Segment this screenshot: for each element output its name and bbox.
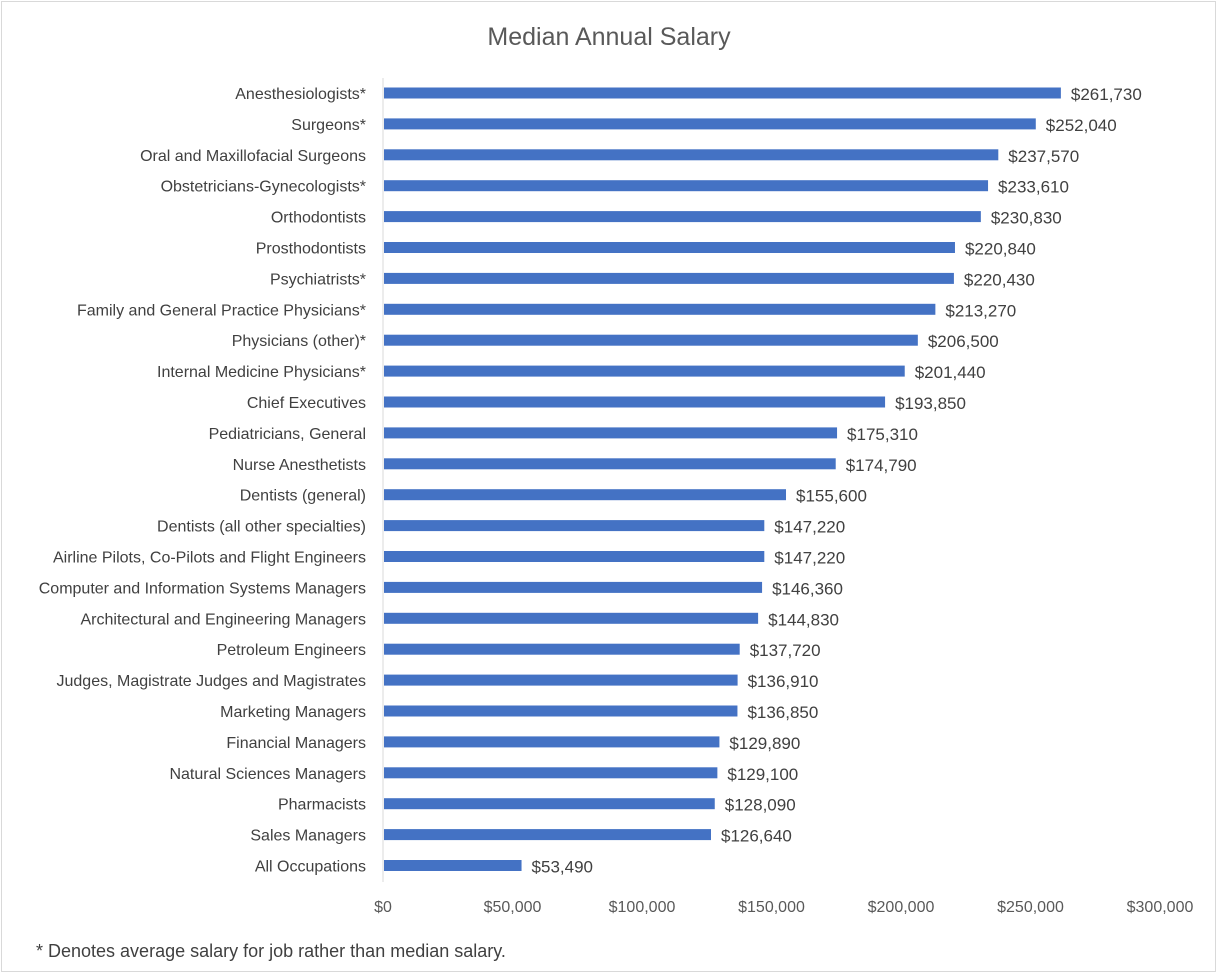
bar — [384, 829, 711, 841]
bar — [384, 118, 1036, 130]
x-tick-label: $300,000 — [1127, 899, 1194, 916]
category-label: Chief Executives — [247, 395, 366, 412]
category-label: Sales Managers — [250, 828, 366, 845]
x-tick-label: $250,000 — [997, 899, 1064, 916]
data-label: $174,790 — [846, 456, 917, 475]
data-label: $206,500 — [928, 332, 999, 351]
category-label: Prosthodontists — [256, 241, 366, 258]
x-axis-tick-labels: $0 $50,000 $100,000 $150,000 $200,000 $250,00… — [374, 899, 1193, 916]
bar — [384, 272, 954, 284]
data-label: $136,910 — [748, 672, 819, 691]
category-label: Dentists (all other specialties) — [157, 519, 366, 536]
data-label: $137,720 — [750, 641, 821, 660]
category-label: Psychiatrists* — [270, 271, 366, 288]
footnote: * Denotes average salary for job rather … — [36, 941, 506, 961]
data-labels: $261,730 $252,040 $237,570 $233,610 $230,830… — [532, 85, 1142, 877]
data-label: $193,850 — [895, 394, 966, 413]
bar — [384, 860, 522, 871]
category-label: All Occupations — [255, 859, 366, 876]
data-label: $261,730 — [1071, 85, 1142, 104]
bar — [384, 334, 918, 346]
bar — [384, 396, 886, 408]
data-label: $144,830 — [768, 610, 839, 629]
data-label: $128,090 — [725, 796, 796, 815]
bar — [384, 489, 787, 501]
data-label: $147,220 — [774, 549, 845, 568]
category-label: Judges, Magistrate Judges and Magistrate… — [57, 673, 367, 690]
data-label: $175,310 — [847, 425, 918, 444]
data-label: $147,220 — [774, 518, 845, 537]
category-label: Natural Sciences Managers — [169, 766, 366, 783]
bar — [384, 180, 989, 192]
bar — [384, 149, 999, 161]
category-label: Surgeons* — [291, 117, 366, 134]
bar — [384, 581, 763, 593]
bar — [384, 211, 981, 223]
data-label: $237,570 — [1008, 147, 1079, 166]
data-label: $220,840 — [965, 240, 1036, 259]
data-label: $129,100 — [727, 765, 798, 784]
category-label: Pediatricians, General — [209, 426, 366, 443]
bar — [384, 736, 720, 748]
data-label: $146,360 — [772, 579, 843, 598]
data-label: $155,600 — [796, 487, 867, 506]
category-label: Internal Medicine Physicians* — [157, 364, 366, 381]
category-label: Oral and Maxillofacial Surgeons — [140, 148, 366, 165]
bar — [384, 612, 759, 624]
category-label: Family and General Practice Physicians* — [77, 302, 366, 319]
data-label: $126,640 — [721, 827, 792, 846]
data-label: $53,490 — [532, 858, 593, 877]
category-label: Orthodontists — [271, 210, 366, 227]
x-tick-label: $100,000 — [609, 899, 676, 916]
category-labels: Anesthesiologists* Surgeons* Oral and Maxi… — [39, 86, 366, 876]
category-label: Petroleum Engineers — [217, 642, 366, 659]
bar — [384, 242, 955, 253]
category-label: Architectural and Engineering Managers — [81, 611, 367, 628]
category-label: Pharmacists — [278, 797, 366, 814]
bar — [384, 798, 715, 810]
category-label: Computer and Information Systems Manager… — [39, 580, 366, 597]
data-label: $201,440 — [915, 363, 986, 382]
x-tick-label: $0 — [374, 899, 392, 916]
bar — [384, 458, 836, 470]
bars-group — [384, 87, 1061, 871]
category-label: Obstetricians-Gynecologists* — [161, 179, 366, 196]
bar — [384, 303, 936, 315]
bar — [384, 551, 765, 562]
data-label: $129,890 — [729, 734, 800, 753]
bar — [384, 87, 1061, 99]
data-label: $213,270 — [945, 301, 1016, 320]
data-label: $252,040 — [1046, 116, 1117, 135]
category-label: Airline Pilots, Co-Pilots and Flight Eng… — [53, 550, 366, 567]
x-tick-label: $150,000 — [738, 899, 805, 916]
bar — [384, 674, 738, 686]
category-label: Marketing Managers — [220, 704, 366, 721]
bar — [384, 520, 765, 532]
data-label: $136,850 — [747, 703, 818, 722]
data-label: $220,430 — [964, 270, 1035, 289]
bar — [384, 643, 740, 655]
category-label: Anesthesiologists* — [235, 86, 366, 103]
x-tick-label: $200,000 — [868, 899, 935, 916]
category-label: Nurse Anesthetists — [233, 457, 366, 474]
category-label: Physicians (other)* — [232, 333, 366, 350]
category-label: Financial Managers — [226, 735, 366, 752]
bar — [384, 705, 738, 717]
data-label: $230,830 — [991, 209, 1062, 228]
bar — [384, 427, 838, 439]
x-tick-label: $50,000 — [484, 899, 542, 916]
category-label: Dentists (general) — [240, 488, 366, 505]
chart-title: Median Annual Salary — [487, 23, 731, 51]
bar — [384, 365, 905, 377]
bar — [384, 767, 718, 779]
data-label: $233,610 — [998, 178, 1069, 197]
